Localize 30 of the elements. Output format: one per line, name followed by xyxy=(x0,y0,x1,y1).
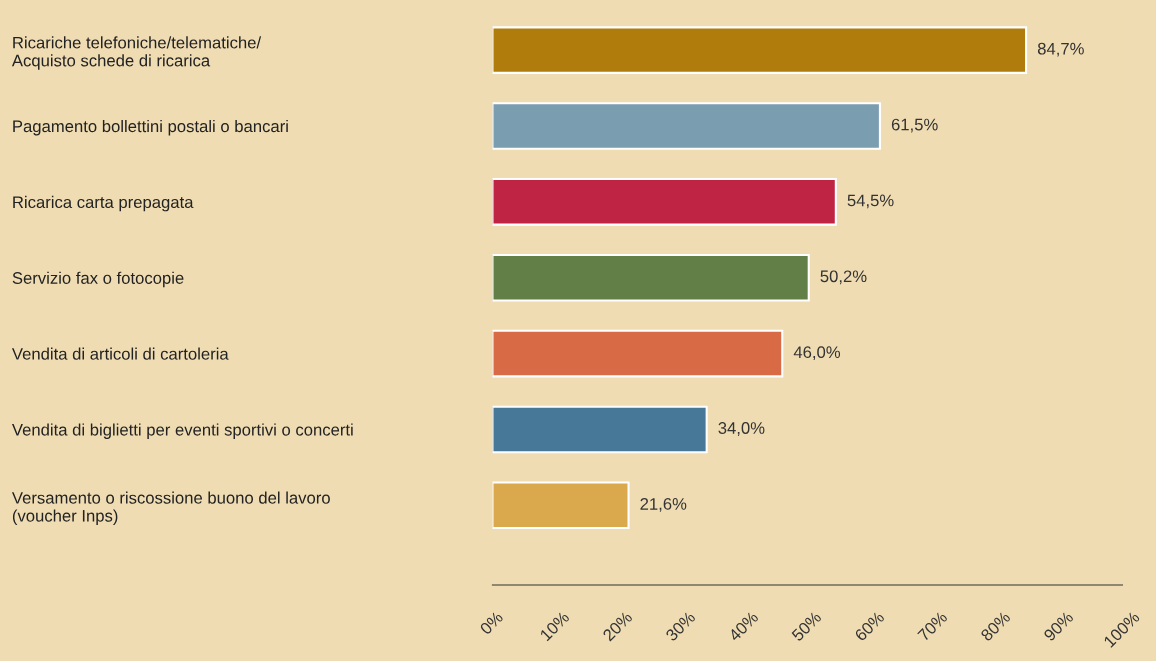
data-label: 21,6% xyxy=(640,497,687,512)
bar xyxy=(492,102,881,150)
x-tick-label: 90% xyxy=(1043,610,1075,642)
x-tick-label: 50% xyxy=(790,610,822,642)
x-tick-label: 30% xyxy=(664,610,696,642)
data-label: 84,7% xyxy=(1037,42,1084,57)
y-tick-label: Servizio fax o fotocopie xyxy=(12,271,184,288)
x-tick-label: 40% xyxy=(727,610,759,642)
x-tick-label: 60% xyxy=(854,610,886,642)
x-tick-label: 80% xyxy=(980,610,1012,642)
x-tick-label: 0% xyxy=(479,610,504,636)
y-tick-label: Ricariche telefoniche/telematiche/ Acquisto schede di ricarica xyxy=(11,36,262,70)
y-tick-label: Versamento o riscossione buono del lavoro (voucher Inps) xyxy=(11,491,330,525)
bar xyxy=(492,329,784,378)
y-tick-label: Vendita di articoli di cartoleria xyxy=(11,347,229,360)
y-tick-label: Ricarica carta prepagata xyxy=(13,195,194,212)
x-tick-label: 70% xyxy=(917,610,949,642)
data-label: 61,5% xyxy=(891,118,938,133)
bar xyxy=(492,26,1028,74)
bar xyxy=(492,405,708,454)
data-label: 50,2% xyxy=(820,270,867,285)
y-tick-label: Pagamento bollettini postali o bancari xyxy=(13,119,288,136)
data-label: 46,0% xyxy=(793,346,841,361)
bar xyxy=(492,178,837,226)
y-tick-label: Vendita di biglietti per eventi sportivi o concerti xyxy=(11,423,353,439)
x-tick-label: 10% xyxy=(539,610,570,642)
bar xyxy=(492,253,810,302)
data-label: 34,0% xyxy=(718,422,765,436)
bar xyxy=(492,481,630,530)
data-label: 54,5% xyxy=(847,194,894,209)
